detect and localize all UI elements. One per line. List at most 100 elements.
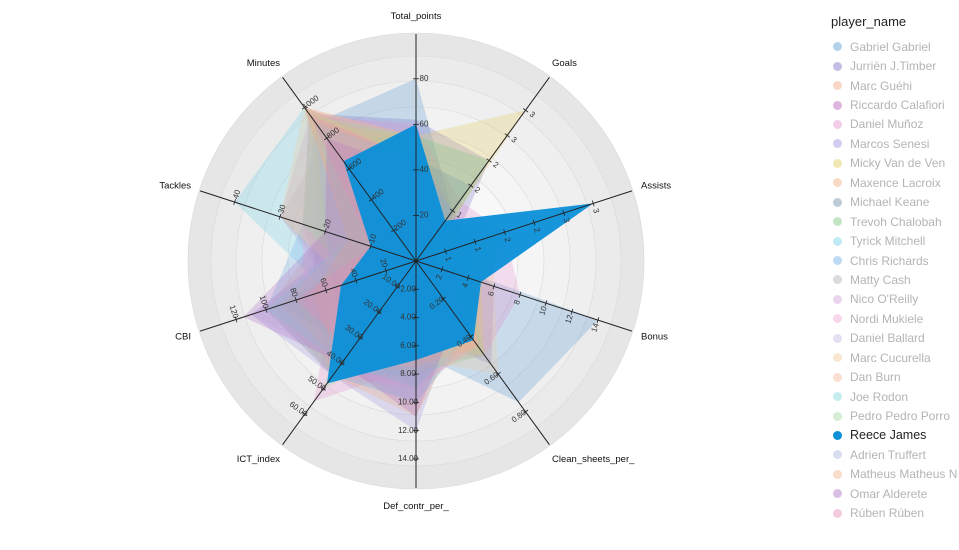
legend-item[interactable]: Chris Richards [818, 251, 959, 270]
legend-marker [833, 294, 842, 304]
legend: player_name Gabriel Gabriel Jurriën J.Tim… [818, 14, 959, 545]
axis-tick [324, 287, 328, 294]
legend-label: Reece James [850, 428, 927, 443]
axis-tick [233, 199, 236, 206]
legend-item[interactable]: Daniel Ballard [818, 329, 959, 348]
axis-name-label: CBI [175, 332, 191, 343]
axis-tick [354, 277, 358, 284]
legend-item[interactable]: Matty Cash [818, 270, 959, 289]
axis-tick [504, 133, 510, 138]
series-area-reece-james[interactable] [327, 124, 594, 384]
axis-tick [278, 213, 282, 220]
legend-item[interactable]: Pedro Pedro Porro [818, 406, 959, 425]
legend-item[interactable]: Adrien Truffert [818, 445, 959, 464]
legend-item[interactable]: Marcos Senesi [818, 134, 959, 153]
legend-item[interactable]: Marc Guéhi [818, 76, 959, 95]
legend-marker [833, 217, 842, 227]
legend-label: Micky Van de Ven [850, 156, 946, 171]
axis-tick [466, 274, 470, 281]
axis-tick [468, 183, 474, 188]
legend-label: Jurriën J.Timber [850, 59, 937, 74]
legend-item[interactable]: Omar Alderete [818, 484, 959, 503]
legend-item[interactable]: Trevoh Chalobah [818, 212, 959, 231]
axis-tick-label: 80 [420, 74, 429, 83]
legend-marker [833, 236, 842, 246]
axis-line-4 [415, 260, 550, 445]
legend-items: Gabriel Gabriel Jurriën J.Timber Marc Guéh… [818, 37, 959, 523]
axis-tick-label: 6.00 [400, 341, 416, 350]
axis-name-label: Bonus [641, 332, 668, 343]
legend-item[interactable]: Michael Keane [818, 193, 959, 212]
legend-item[interactable]: Rúben Rúben [818, 504, 959, 523]
axis-tick-label: 60 [420, 119, 429, 128]
axis-tick-label: 3 [528, 110, 537, 120]
axis-name-label: Def_contr_per_ [383, 501, 449, 512]
legend-label: Daniel Muñoz [850, 117, 924, 132]
legend-label: Matheus Matheus N [850, 467, 958, 482]
legend-item[interactable]: Riccardo Calafiori [818, 95, 959, 114]
axis-line-2 [415, 190, 633, 262]
legend-item[interactable]: Matheus Matheus N [818, 465, 959, 484]
legend-label: Trevoh Chalobah [850, 214, 942, 229]
axis-tick-label: 1 [473, 246, 483, 254]
axis-tick [369, 243, 372, 250]
legend-item[interactable]: Maxence Lacroix [818, 173, 959, 192]
legend-label: Daniel Ballard [850, 331, 925, 346]
axis-tick [384, 267, 388, 274]
axis-tick [486, 158, 492, 163]
legend-label: Gabriel Gabriel [850, 39, 931, 54]
legend-label: Adrien Truffert [850, 447, 926, 462]
axis-tick [302, 412, 308, 417]
legend-label: Nordi Mukiele [850, 311, 924, 326]
legend-marker [833, 469, 842, 479]
axis-name-label: Minutes [247, 58, 281, 69]
axis-tick-label: 3 [591, 207, 601, 215]
legend-item[interactable]: Marc Cucurella [818, 348, 959, 367]
axis-tick [324, 136, 330, 141]
legend-label: Pedro Pedro Porro [850, 409, 951, 424]
legend-marker [833, 450, 842, 460]
legend-marker [833, 81, 842, 91]
axis-name-label: Tackles [159, 180, 191, 191]
legend-label: Chris Richards [850, 253, 929, 268]
legend-marker [833, 61, 842, 71]
axis-tick [234, 316, 238, 323]
axis-tick [562, 210, 566, 216]
legend-item[interactable]: Gabriel Gabriel [818, 37, 959, 56]
axis-tick [544, 300, 548, 307]
legend-item[interactable]: Jurriën J.Timber [818, 56, 959, 75]
legend-marker [833, 178, 842, 188]
legend-item[interactable]: Nordi Mukiele [818, 309, 959, 328]
legend-marker [833, 42, 842, 52]
legend-item[interactable]: Dan Burn [818, 367, 959, 386]
legend-item[interactable]: Daniel Muñoz [818, 115, 959, 134]
legend-item[interactable]: Micky Van de Ven [818, 154, 959, 173]
axis-tick [591, 200, 595, 207]
axis-tick [522, 108, 529, 113]
axis-tick [376, 309, 382, 315]
axis-tick-label: 3 [562, 217, 572, 225]
legend-marker [833, 508, 842, 518]
legend-item[interactable]: Reece James [818, 426, 959, 445]
legend-marker [833, 333, 842, 343]
axis-tick [532, 219, 536, 226]
legend-item[interactable]: Joe Rodon [818, 387, 959, 406]
axis-tick [440, 266, 444, 273]
legend-item[interactable]: Tyrick Mitchell [818, 231, 959, 250]
axis-tick-label: 12 [563, 313, 574, 325]
axis-tick-label: 100 [258, 294, 271, 310]
axis-tick-label: 20 [420, 211, 429, 220]
legend-marker [833, 100, 842, 110]
axis-line-8 [199, 190, 417, 262]
legend-marker [833, 139, 842, 149]
axis-tick-label: 6 [486, 290, 496, 298]
axis-tick [368, 197, 375, 202]
axis-tick [324, 228, 327, 235]
axis-tick [294, 297, 298, 303]
legend-label: Maxence Lacroix [850, 175, 941, 190]
axis-tick [473, 238, 477, 245]
legend-label: Marc Cucurella [850, 350, 931, 365]
axis-tick-label: 8.00 [400, 369, 416, 378]
legend-item[interactable]: Nico O'Reilly [818, 290, 959, 309]
axis-tick-label: 14 [589, 321, 600, 333]
